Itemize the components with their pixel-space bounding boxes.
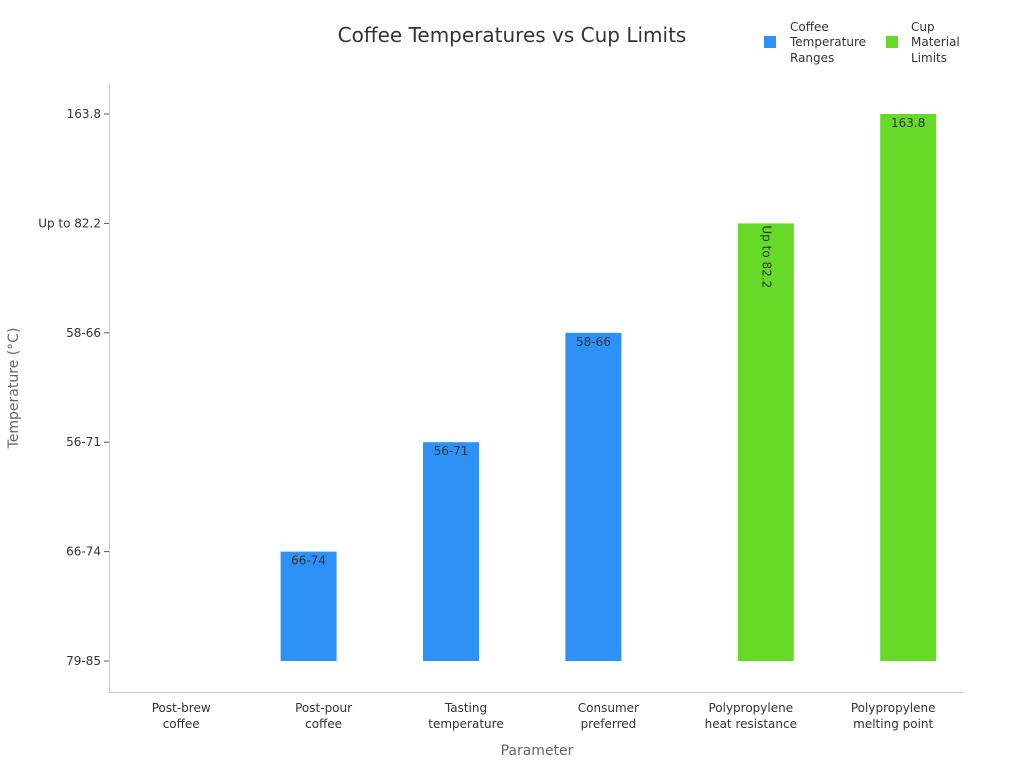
bars xyxy=(280,114,937,661)
x-tick-label: Consumer preferred xyxy=(578,701,639,731)
bar xyxy=(737,223,794,661)
x-axis-label: Parameter xyxy=(501,743,574,759)
x-tick-label: Post-pour coffee xyxy=(295,701,352,731)
bar xyxy=(280,551,337,661)
x-axis-ticks: Post-brew coffee Post-pour coffee Tasting tem… xyxy=(152,701,936,731)
bar-data-label: Up to 82.2 xyxy=(759,225,773,288)
y-tick-label: 163.8 xyxy=(67,107,101,121)
legend-swatch-coffee xyxy=(764,36,776,48)
bar xyxy=(565,332,622,661)
x-tick-label: Polypropylene melting point xyxy=(851,701,936,731)
legend-swatch-cup xyxy=(886,36,898,48)
bar xyxy=(423,442,479,661)
bar-data-label: 56-71 xyxy=(434,444,469,458)
bar-data-label: 163.8 xyxy=(891,116,925,130)
bar xyxy=(880,114,937,661)
x-tick-label: Post-brew coffee xyxy=(152,701,211,731)
legend-label-cup: Cup Material Limits xyxy=(911,20,964,65)
y-tick-label: 66-74 xyxy=(66,545,101,559)
bar-labels: 66-74 56-71 58-66 Up to 82.2 163.8 xyxy=(291,116,925,568)
chart-title: Coffee Temperatures vs Cup Limits xyxy=(338,23,687,47)
x-tick-label: Polypropylene heat resistance xyxy=(705,701,797,731)
y-tick-label: 58-66 xyxy=(66,326,101,340)
bar-data-label: 66-74 xyxy=(291,554,326,568)
legend-label-coffee: Coffee Temperature Ranges xyxy=(789,20,870,65)
y-tick-label: 56-71 xyxy=(66,435,101,449)
y-axis-ticks: 79-85 66-74 56-71 58-66 Up to 82.2 163.8 xyxy=(38,107,109,668)
bar-data-label: 58-66 xyxy=(576,335,611,349)
legend: Coffee Temperature Ranges Cup Material L… xyxy=(764,20,964,65)
y-axis-label: Temperature (°C) xyxy=(6,328,22,450)
y-tick-label: 79-85 xyxy=(66,654,101,668)
x-tick-label: Tasting temperature xyxy=(428,701,503,731)
y-tick-label: Up to 82.2 xyxy=(38,216,101,230)
